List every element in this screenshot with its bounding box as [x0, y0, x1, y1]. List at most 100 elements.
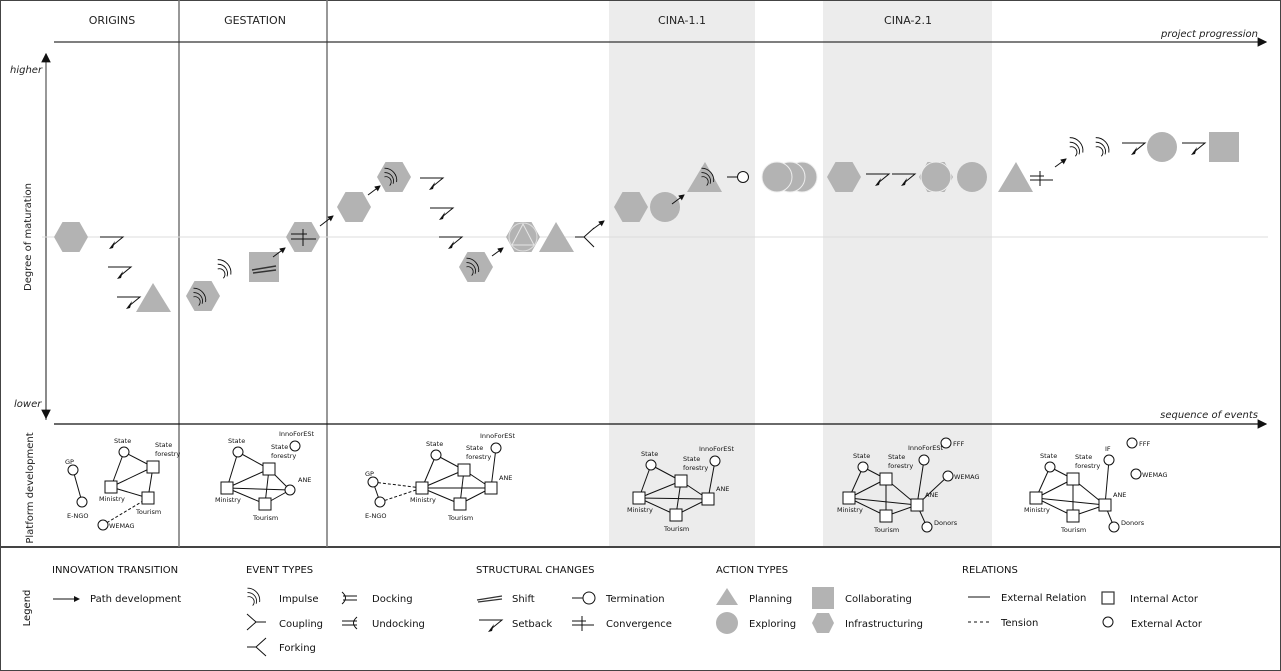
legend-label: Collaborating	[845, 594, 912, 605]
external-relation	[638, 497, 709, 500]
setback-icon	[438, 236, 463, 250]
collaborating-square	[1209, 132, 1239, 162]
exploring-circle	[920, 161, 952, 193]
external-relation	[490, 447, 497, 489]
internal-actor-node	[669, 508, 683, 522]
legend-label: External Actor	[1131, 619, 1203, 630]
y-axis-label: Degree of maturation	[23, 183, 34, 291]
coupling-icon	[246, 613, 266, 631]
impulse-icon	[1095, 137, 1110, 157]
external-actor-node	[374, 496, 386, 508]
legend-label: Setback	[512, 619, 552, 630]
path-arrow	[671, 194, 685, 205]
external-actor-node	[67, 464, 79, 476]
actor-label: forestry	[1075, 462, 1100, 470]
phase-shade-cina-2-1	[823, 0, 992, 547]
network-4: StateStateforestryInnoForEStMinistryANET…	[627, 445, 735, 533]
exploring-circle	[1147, 132, 1177, 162]
internal-actor-node	[146, 460, 160, 474]
actor-label: Donors	[934, 519, 958, 527]
tension-relation	[372, 481, 423, 489]
external-actor-node	[921, 521, 933, 533]
external-actor-node	[284, 484, 296, 496]
external-actor-node	[76, 496, 88, 508]
actor-label: ANE	[716, 485, 729, 493]
triangle-icon	[716, 588, 738, 605]
infrastructuring-hexagon	[54, 222, 88, 252]
actor-label: GP	[65, 458, 74, 466]
actor-label: E-NGO	[67, 512, 88, 520]
external-relation	[916, 459, 925, 506]
external-actor-node	[857, 461, 869, 473]
path-arrow	[319, 215, 334, 227]
internal-actor-node	[220, 481, 234, 495]
legend-label: Exploring	[749, 619, 796, 630]
actor-label: State	[466, 444, 483, 452]
setback-icon	[116, 296, 141, 310]
external-actor-node	[1126, 437, 1138, 449]
actor-label: InnoForESt	[480, 432, 516, 440]
external-actor-node	[430, 449, 442, 461]
actor-label: State	[155, 441, 172, 449]
actor-label: Tourism	[663, 525, 689, 533]
phase-label-origins: ORIGINS	[89, 14, 136, 27]
legend-label: Path development	[90, 594, 181, 605]
actor-label: ANE	[499, 474, 512, 482]
legend-title: Legend	[22, 590, 33, 627]
internal-actor-node	[910, 498, 924, 512]
event-sequence	[54, 132, 1239, 312]
exploring-circle	[761, 161, 793, 193]
square-icon	[812, 587, 834, 609]
actor-label: Ministry	[627, 506, 653, 514]
actor-label: Donors	[1121, 519, 1145, 527]
actor-label: State	[114, 437, 131, 445]
external-actor-node	[1130, 468, 1142, 480]
legend-label: Termination	[605, 594, 665, 605]
external-actor-node	[1044, 461, 1056, 473]
external-actor-node	[918, 454, 930, 466]
actor-label: InnoForESt	[908, 444, 944, 452]
actor-label: FFF	[953, 440, 964, 448]
x-bottom-label: sequence of events	[1160, 410, 1258, 421]
external-actor-node	[232, 446, 244, 458]
actor-label: forestry	[683, 464, 708, 472]
shift-icon	[476, 595, 503, 603]
legend-label: Tension	[1000, 618, 1038, 629]
external-relation	[226, 468, 270, 489]
actor-label: Ministry	[1024, 506, 1050, 514]
legend-label: Infrastructuring	[845, 619, 923, 630]
internal-actor-node	[262, 462, 276, 476]
infrastructuring-hexagon	[377, 162, 411, 192]
termination-icon	[737, 171, 749, 183]
planning-triangle	[539, 222, 574, 252]
legend: Legend INNOVATION TRANSITION Path develo…	[22, 565, 1203, 657]
convergence-icon	[572, 616, 594, 631]
actor-label: State	[1040, 452, 1057, 460]
external-actor-node	[367, 476, 379, 488]
forking-icon	[247, 637, 267, 657]
platform-label: Platform development	[25, 432, 36, 543]
legend-label: Forking	[279, 643, 316, 654]
actor-label: forestry	[466, 453, 491, 461]
internal-actor-node	[1066, 509, 1080, 523]
impulse-icon	[1069, 137, 1084, 157]
circle-icon	[716, 612, 738, 634]
legend-label: Impulse	[279, 594, 319, 605]
actor-label: E-NGO	[365, 512, 386, 520]
tension-relation	[102, 497, 149, 526]
external-relation	[110, 466, 154, 488]
external-relation	[421, 469, 465, 489]
exploring-circle	[508, 222, 538, 252]
setback-icon	[1181, 142, 1206, 156]
actor-label: Tourism	[447, 514, 473, 522]
impulse-icon	[247, 587, 261, 606]
legend-heading-innovation: INNOVATION TRANSITION	[52, 565, 178, 576]
external-actor-node	[940, 437, 952, 449]
actor-label: forestry	[155, 450, 180, 458]
external-relation	[848, 497, 918, 506]
tension-relation	[379, 487, 423, 503]
actor-label: Ministry	[410, 496, 436, 504]
path-arrow	[272, 247, 286, 258]
convergence-icon	[1030, 171, 1053, 186]
